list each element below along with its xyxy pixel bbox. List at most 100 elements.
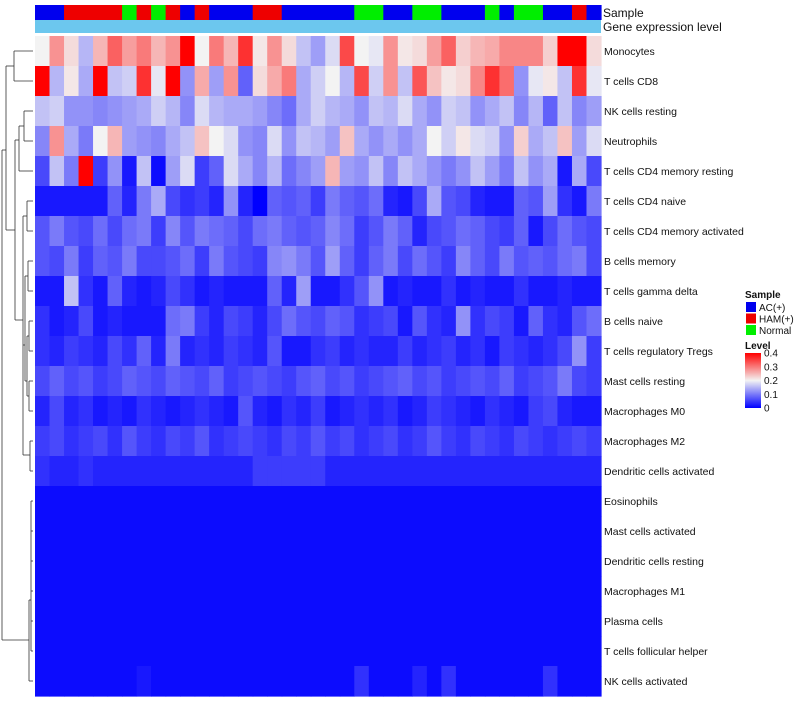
heatmap-cell (383, 516, 399, 547)
heatmap-cell (223, 396, 239, 427)
heatmap-cell (426, 306, 442, 337)
heatmap-cell (223, 636, 239, 667)
heatmap-cell (310, 576, 326, 607)
heatmap-cell (368, 336, 384, 367)
heatmap-cell (354, 36, 370, 67)
heatmap-cell (223, 366, 239, 397)
heatmap-cell (267, 396, 283, 427)
heatmap-cell (441, 186, 457, 217)
heatmap-cell (194, 636, 210, 667)
heatmap-cell (151, 66, 167, 97)
heatmap-cell (542, 486, 559, 517)
heatmap-cell (586, 486, 602, 517)
heatmap-cell (194, 396, 210, 427)
heatmap-cell (165, 216, 181, 247)
heatmap-cell (441, 486, 457, 517)
heatmap-cell (368, 516, 384, 547)
heatmap-cell (122, 606, 138, 637)
heatmap-cell (209, 186, 225, 217)
heatmap-cell (557, 546, 573, 577)
heatmap-cell (151, 546, 167, 577)
heatmap-cell (78, 276, 94, 307)
heatmap-cell (339, 516, 355, 547)
heatmap-cell (310, 216, 326, 247)
heatmap-cell (397, 456, 413, 487)
heatmap-cell (325, 516, 341, 547)
heatmap-cell (455, 396, 471, 427)
heatmap-cell (35, 306, 51, 337)
heatmap-cell (441, 216, 457, 247)
heatmap-cell (267, 96, 283, 127)
heatmap-cell (368, 216, 384, 247)
heatmap-cell (557, 516, 573, 547)
heatmap-cell (180, 216, 196, 247)
heatmap-cell (383, 36, 399, 67)
heatmap-cell (49, 636, 65, 667)
expression-track-label: Gene expression level (603, 20, 722, 34)
heatmap-cell (412, 486, 428, 517)
heatmap-cell (310, 276, 326, 307)
heatmap-cell (107, 546, 123, 577)
heatmap-cell (238, 96, 254, 127)
heatmap-cell (64, 456, 80, 487)
heatmap-cell (325, 576, 341, 607)
heatmap-cell (180, 126, 196, 157)
heatmap-cell (513, 456, 530, 487)
heatmap-cell (296, 456, 312, 487)
heatmap-cell (49, 336, 65, 367)
heatmap-cell (49, 396, 65, 427)
heatmap-cell (122, 456, 138, 487)
heatmap-cell (513, 546, 530, 577)
heatmap-cell (542, 306, 559, 337)
legend-sample-items: AC(+)HAM(+)Normal (746, 302, 794, 337)
sample-annotation-cell (455, 5, 471, 20)
heatmap-cell (557, 636, 573, 667)
heatmap-cell (383, 666, 399, 697)
heatmap-cell (281, 426, 297, 457)
heatmap-cell (513, 336, 530, 367)
heatmap-cell (368, 366, 384, 397)
heatmap-cell (470, 96, 486, 127)
heatmap-cell (426, 666, 442, 697)
heatmap-cell (310, 36, 326, 67)
heatmap-cell (78, 576, 94, 607)
row-label: Dendritic cells resting (604, 556, 704, 568)
heatmap-cell (180, 456, 196, 487)
heatmap-cell (426, 36, 442, 67)
heatmap-cell (252, 96, 268, 127)
sample-track-label: Sample (603, 6, 644, 20)
heatmap-cell (455, 186, 471, 217)
heatmap-cell (49, 366, 65, 397)
row-label: T cells CD4 naive (604, 196, 686, 208)
heatmap-cell (339, 366, 355, 397)
heatmap-cell (470, 396, 486, 427)
heatmap-cell (49, 36, 65, 67)
heatmap-cell (354, 246, 370, 277)
heatmap-cell (586, 36, 602, 67)
heatmap-cell (93, 456, 109, 487)
heatmap-cell (470, 456, 486, 487)
heatmap-cell (325, 396, 341, 427)
heatmap-cell (368, 66, 384, 97)
heatmap-cell (571, 156, 588, 187)
heatmap-cell (339, 456, 355, 487)
heatmap-cell (383, 96, 399, 127)
heatmap-cell (513, 276, 530, 307)
heatmap-cell (499, 246, 515, 277)
heatmap-cell (586, 96, 602, 127)
heatmap-cell (412, 246, 428, 277)
heatmap-cell (136, 456, 152, 487)
heatmap-cell (557, 426, 573, 457)
heatmap-cell (542, 576, 559, 607)
heatmap-cell (180, 486, 196, 517)
heatmap-cell (310, 66, 326, 97)
heatmap-cell (107, 126, 123, 157)
heatmap-cell (455, 546, 471, 577)
heatmap-cells (35, 36, 602, 697)
heatmap-cell (310, 246, 326, 277)
heatmap-cell (383, 396, 399, 427)
heatmap-cell (368, 636, 384, 667)
heatmap-cell (78, 486, 94, 517)
heatmap-cell (35, 336, 51, 367)
heatmap-cell (281, 156, 297, 187)
